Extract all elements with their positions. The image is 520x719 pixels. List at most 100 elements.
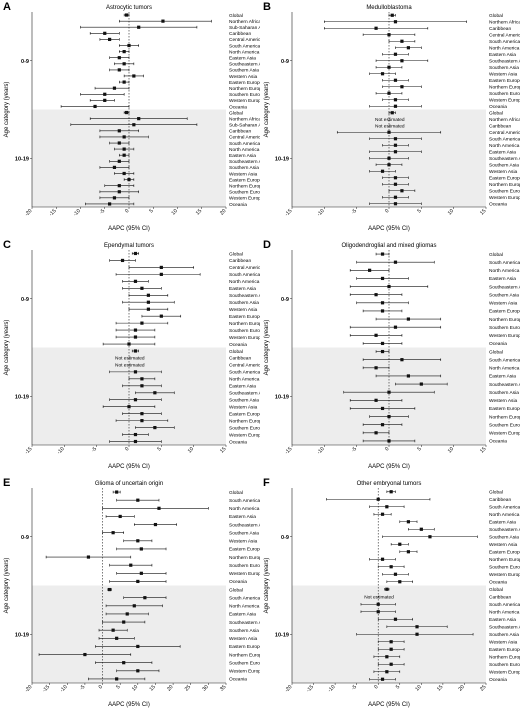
row-label: Northern Europe	[489, 182, 520, 188]
row-label: Northern Europe	[229, 555, 260, 561]
row-label: Oceania	[229, 677, 247, 683]
row-label: Eastern Asia	[229, 286, 256, 292]
group-shading	[292, 347, 486, 445]
row-label: Global	[229, 251, 243, 257]
point-estimate	[387, 439, 391, 443]
row-label: Central America	[229, 37, 260, 43]
point-estimate	[400, 189, 404, 193]
point-estimate	[389, 565, 393, 569]
point-estimate	[406, 520, 410, 524]
x-tick-label: -20	[24, 684, 34, 694]
row-label: Eastern Europe	[489, 78, 520, 84]
row-label: Southeastern Asia	[229, 620, 260, 626]
point-estimate	[419, 382, 423, 386]
age-group-label: 10-19	[15, 632, 29, 638]
row-label: South America	[229, 272, 260, 278]
age-group-label: 0-9	[21, 535, 29, 541]
x-tick-label: 15	[436, 684, 444, 692]
age-group-label: 10-19	[275, 394, 289, 400]
point-estimate	[393, 20, 398, 24]
row-label: Eastern Europe	[229, 547, 260, 553]
point-estimate	[122, 153, 126, 157]
row-label: Eastern Europe	[489, 406, 520, 412]
row-label: Southern Europe	[229, 660, 260, 666]
panel-letter: D	[263, 239, 271, 251]
point-estimate	[117, 159, 121, 163]
row-label: Southern Europe	[229, 425, 260, 431]
point-estimate	[380, 341, 385, 346]
x-tick-label: 0	[384, 446, 390, 452]
point-estimate	[133, 432, 138, 437]
row-label: Western Europe	[489, 333, 520, 339]
x-tick-label: -5	[99, 208, 107, 216]
point-estimate	[112, 86, 117, 90]
y-axis-label: Age category (years)	[4, 558, 10, 614]
row-label: Eastern Europe	[229, 644, 260, 650]
point-estimate	[419, 527, 423, 531]
point-estimate	[117, 68, 121, 72]
row-label: South America	[229, 370, 260, 376]
point-estimate	[137, 117, 141, 121]
row-label: Oceania	[489, 677, 507, 683]
x-tick-label: 15	[195, 208, 203, 216]
point-estimate	[136, 498, 140, 502]
row-label: Southern Europe	[229, 563, 260, 569]
point-estimate	[117, 56, 121, 60]
row-label: Northern Europe	[229, 183, 260, 189]
x-tick-label: -10	[316, 208, 326, 218]
point-estimate	[93, 104, 97, 109]
row-label: South America	[229, 141, 260, 147]
point-estimate	[136, 669, 140, 673]
row-label: Global	[489, 490, 503, 496]
panel-title: Medulloblastoma	[366, 5, 412, 11]
point-estimate	[118, 514, 122, 519]
x-tick-label: -15	[48, 208, 58, 218]
point-estimate	[393, 202, 398, 206]
point-estimate	[122, 80, 126, 84]
row-label: Southern Europe	[489, 91, 520, 97]
row-label: Eastern Europe	[489, 309, 520, 315]
point-estimate	[374, 293, 378, 297]
row-label: Southern Asia	[229, 398, 259, 404]
row-label: Northern Europe	[229, 86, 260, 92]
point-estimate	[387, 163, 391, 167]
point-estimate	[387, 65, 391, 69]
row-label: Eastern Asia	[229, 384, 256, 390]
point-estimate	[380, 72, 385, 76]
point-estimate	[133, 398, 138, 402]
row-label: Sub-Saharan Africa	[229, 25, 260, 31]
row-label: Caribbean	[489, 595, 511, 601]
point-estimate	[393, 182, 398, 186]
row-label: Sub-Saharan Africa	[229, 123, 260, 129]
row-label: Oceania	[489, 202, 507, 208]
point-estimate	[374, 431, 378, 435]
point-estimate	[133, 328, 138, 332]
not-estimated-label: Not estimated	[364, 595, 394, 601]
point-estimate	[103, 92, 107, 96]
point-estimate	[122, 62, 126, 66]
row-label: Southeastern Asia	[489, 527, 520, 533]
row-label: North America	[229, 49, 260, 55]
point-estimate	[146, 293, 150, 297]
point-estimate	[146, 300, 150, 304]
row-label: Western Asia	[489, 72, 518, 78]
point-estimate	[111, 531, 115, 535]
point-estimate	[387, 156, 391, 160]
row-label: Western Europe	[489, 195, 520, 201]
x-tick-label: -20	[24, 208, 34, 218]
point-estimate	[376, 602, 380, 606]
point-estimate	[122, 50, 126, 54]
point-estimate	[387, 284, 391, 289]
x-tick-label: 0	[98, 684, 104, 690]
row-label: North America	[489, 268, 520, 274]
point-estimate	[380, 406, 385, 411]
row-label: Northern Europe	[229, 418, 260, 424]
point-estimate	[132, 74, 136, 78]
point-estimate	[159, 314, 163, 318]
row-label: Oceania	[229, 202, 247, 208]
point-estimate	[124, 110, 129, 115]
x-tick-label: 0	[124, 208, 130, 214]
point-estimate	[115, 677, 119, 681]
point-estimate	[385, 670, 389, 674]
panel-a: A Astrocytic tumors -20 -15 -10 -5 0 5 10 15 20 AAP…	[0, 0, 271, 238]
